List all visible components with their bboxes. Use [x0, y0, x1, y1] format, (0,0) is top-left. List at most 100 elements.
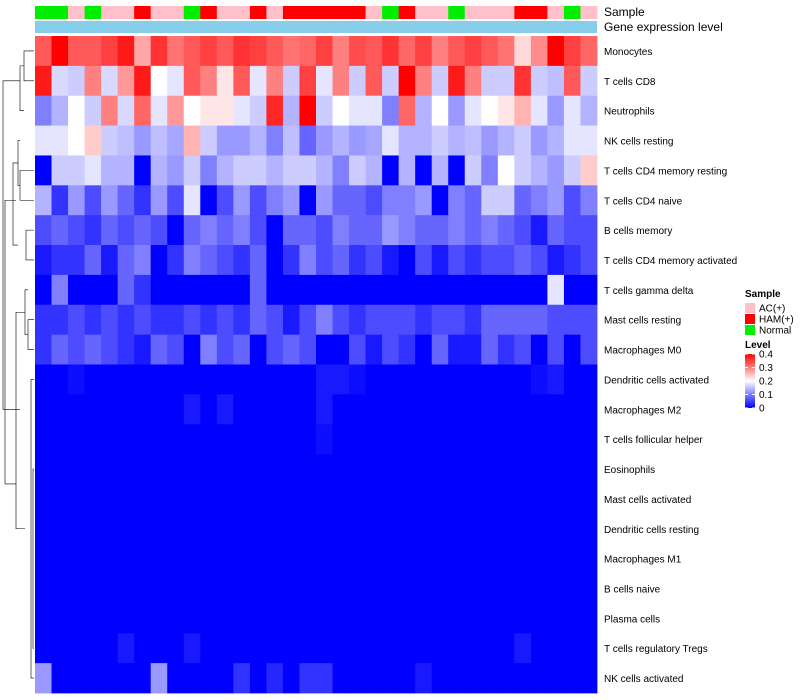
heatmap-cell	[68, 215, 85, 246]
heatmap-cell	[514, 633, 532, 664]
heatmap-cell	[448, 483, 466, 515]
heatmap-cell	[497, 155, 515, 186]
heatmap-cell	[134, 215, 152, 246]
heatmap-cell	[563, 483, 581, 515]
heatmap-cell	[84, 304, 102, 336]
heatmap-cell	[382, 663, 400, 694]
heatmap-cell	[530, 424, 548, 455]
heatmap-cell	[514, 36, 532, 67]
heatmap-cell	[431, 454, 449, 485]
heatmap-cell	[530, 65, 548, 97]
heatmap-cell	[431, 573, 449, 604]
heatmap-cell	[117, 334, 135, 365]
heatmap-cell	[101, 215, 119, 246]
heatmap-cell	[332, 274, 350, 306]
heatmap-cell	[51, 633, 69, 664]
heatmap-cell	[349, 125, 366, 156]
sample-legend-swatch	[745, 325, 755, 335]
sample-legend-title: Sample	[745, 289, 781, 300]
heatmap-cell	[282, 155, 300, 186]
heatmap-cell	[84, 633, 102, 664]
heatmap-cell	[117, 663, 135, 694]
heatmap-cell	[365, 633, 383, 664]
heatmap-cell	[299, 513, 317, 545]
heatmap-cell	[266, 155, 284, 186]
heatmap-cell	[481, 543, 499, 574]
dendrogram-branch	[12, 162, 18, 246]
heatmap-cell	[563, 155, 581, 186]
heatmap-cell	[497, 513, 515, 545]
heatmap-cell	[530, 274, 548, 306]
heatmap-cell	[68, 394, 85, 425]
heatmap-cell	[282, 483, 300, 515]
heatmap-cell	[332, 245, 350, 276]
heatmap-cell	[216, 274, 234, 306]
heatmap-cell	[448, 155, 466, 186]
sample-annotation-cell	[563, 6, 581, 19]
heatmap-cell	[117, 513, 135, 545]
heatmap-cell	[266, 185, 284, 216]
heatmap-cell	[563, 334, 581, 365]
heatmap-cell	[117, 185, 135, 216]
heatmap-cell	[415, 95, 433, 126]
heatmap-cell	[134, 334, 152, 365]
heatmap-cell	[448, 394, 466, 425]
heatmap-cell	[398, 155, 416, 186]
row-label: T cells follicular helper	[604, 435, 703, 446]
sample-annotation-cell	[51, 6, 69, 19]
heatmap-cell	[134, 185, 152, 216]
dendrogram-branch	[32, 468, 34, 649]
heatmap-cell	[332, 185, 350, 216]
heatmap-cell	[150, 155, 168, 186]
heatmap-cell	[580, 424, 598, 455]
heatmap-cell	[117, 454, 135, 485]
heatmap-cell	[233, 364, 251, 395]
heatmap-cell	[299, 304, 317, 336]
heatmap-cell	[282, 95, 300, 126]
heatmap-cell	[233, 95, 251, 126]
heatmap-cell	[134, 36, 152, 67]
heatmap-cell	[316, 185, 333, 216]
heatmap-cell	[101, 603, 119, 634]
heatmap-cells	[35, 36, 598, 694]
heatmap-cell	[415, 245, 433, 276]
heatmap-cell	[382, 394, 400, 425]
heatmap-cell	[282, 424, 300, 455]
heatmap-cell	[563, 543, 581, 574]
heatmap-cell	[51, 663, 69, 694]
heatmap-cell	[150, 573, 168, 604]
heatmap-cell	[448, 633, 466, 664]
heatmap-cell	[415, 513, 433, 545]
heatmap-cell	[547, 215, 565, 246]
heatmap-cell	[299, 274, 317, 306]
heatmap-cell	[431, 155, 449, 186]
heatmap-cell	[481, 155, 499, 186]
heatmap-cell	[84, 185, 102, 216]
heatmap-cell	[150, 95, 168, 126]
heatmap-cell	[398, 663, 416, 694]
heatmap-cell	[117, 394, 135, 425]
heatmap-cell	[497, 364, 515, 395]
heatmap-cell	[497, 185, 515, 216]
heatmap-cell	[365, 573, 383, 604]
heatmap-cell	[464, 36, 482, 67]
heatmap-cell	[365, 663, 383, 694]
heatmap-cell	[316, 215, 333, 246]
heatmap-cell	[464, 573, 482, 604]
heatmap-cell	[299, 394, 317, 425]
heatmap-cell	[580, 633, 598, 664]
heatmap-cell	[101, 274, 119, 306]
dendrogram-branch	[4, 199, 16, 485]
heatmap-cell	[398, 454, 416, 485]
sample-annotation-cell	[101, 6, 119, 19]
heatmap-cell	[68, 95, 85, 126]
heatmap-cell	[530, 334, 548, 365]
heatmap-cell	[365, 304, 383, 336]
heatmap-cell	[233, 394, 251, 425]
heatmap-cell	[249, 603, 267, 634]
heatmap-cell	[431, 215, 449, 246]
heatmap-cell	[68, 245, 85, 276]
row-label: Neutrophils	[604, 107, 655, 118]
heatmap-cell	[101, 185, 119, 216]
